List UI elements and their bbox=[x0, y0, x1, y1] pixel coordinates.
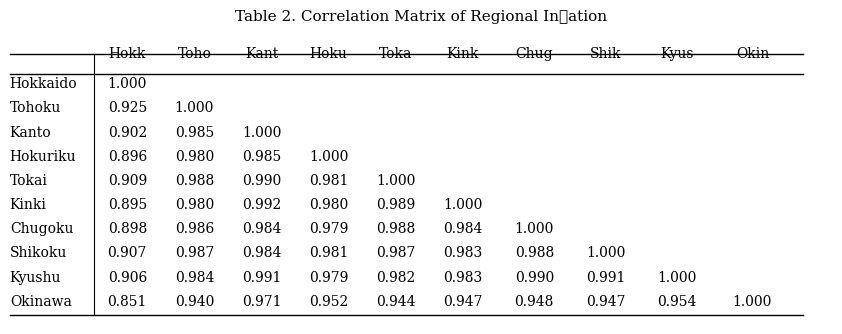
Text: 0.971: 0.971 bbox=[242, 295, 281, 309]
Text: 0.979: 0.979 bbox=[309, 222, 349, 236]
Text: 1.000: 1.000 bbox=[175, 102, 214, 115]
Text: 0.986: 0.986 bbox=[175, 222, 214, 236]
Text: Hokuriku: Hokuriku bbox=[10, 150, 77, 164]
Text: Okin: Okin bbox=[736, 47, 769, 61]
Text: 0.979: 0.979 bbox=[309, 271, 349, 285]
Text: 0.954: 0.954 bbox=[658, 295, 696, 309]
Text: Chugoku: Chugoku bbox=[10, 222, 73, 236]
Text: Tokai: Tokai bbox=[10, 174, 48, 188]
Text: 0.981: 0.981 bbox=[309, 246, 349, 261]
Text: 0.987: 0.987 bbox=[175, 246, 214, 261]
Text: 0.988: 0.988 bbox=[175, 174, 214, 188]
Text: 0.990: 0.990 bbox=[242, 174, 281, 188]
Text: 1.000: 1.000 bbox=[658, 271, 696, 285]
Text: Hoku: Hoku bbox=[310, 47, 348, 61]
Text: 1.000: 1.000 bbox=[514, 222, 554, 236]
Text: Shik: Shik bbox=[590, 47, 621, 61]
Text: 0.985: 0.985 bbox=[175, 126, 214, 140]
Text: 0.984: 0.984 bbox=[175, 271, 214, 285]
Text: Hokk: Hokk bbox=[109, 47, 146, 61]
Text: 0.980: 0.980 bbox=[175, 150, 214, 164]
Text: 0.984: 0.984 bbox=[242, 222, 281, 236]
Text: Chug: Chug bbox=[515, 47, 553, 61]
Text: 0.896: 0.896 bbox=[108, 150, 147, 164]
Text: 0.980: 0.980 bbox=[175, 198, 214, 212]
Text: 0.992: 0.992 bbox=[242, 198, 281, 212]
Text: 0.985: 0.985 bbox=[242, 150, 281, 164]
Text: Toho: Toho bbox=[178, 47, 211, 61]
Text: 0.898: 0.898 bbox=[108, 222, 147, 236]
Text: 1.000: 1.000 bbox=[309, 150, 349, 164]
Text: Table 2. Correlation Matrix of Regional Ination: Table 2. Correlation Matrix of Regional … bbox=[235, 10, 607, 24]
Text: 0.940: 0.940 bbox=[175, 295, 214, 309]
Text: Kink: Kink bbox=[447, 47, 479, 61]
Text: 0.851: 0.851 bbox=[108, 295, 147, 309]
Text: 0.980: 0.980 bbox=[309, 198, 349, 212]
Text: 0.902: 0.902 bbox=[108, 126, 147, 140]
Text: Okinawa: Okinawa bbox=[10, 295, 72, 309]
Text: 0.906: 0.906 bbox=[108, 271, 147, 285]
Text: Shikoku: Shikoku bbox=[10, 246, 67, 261]
Text: Kyus: Kyus bbox=[660, 47, 694, 61]
Text: 1.000: 1.000 bbox=[733, 295, 772, 309]
Text: 0.984: 0.984 bbox=[242, 246, 281, 261]
Text: 0.982: 0.982 bbox=[376, 271, 415, 285]
Text: 1.000: 1.000 bbox=[586, 246, 626, 261]
Text: 0.925: 0.925 bbox=[108, 102, 147, 115]
Text: 0.983: 0.983 bbox=[444, 246, 482, 261]
Text: Kyushu: Kyushu bbox=[10, 271, 61, 285]
Text: Kanto: Kanto bbox=[10, 126, 51, 140]
Text: 0.907: 0.907 bbox=[108, 246, 147, 261]
Text: 0.981: 0.981 bbox=[309, 174, 349, 188]
Text: 1.000: 1.000 bbox=[242, 126, 281, 140]
Text: 0.991: 0.991 bbox=[586, 271, 626, 285]
Text: 1.000: 1.000 bbox=[443, 198, 482, 212]
Text: 0.895: 0.895 bbox=[108, 198, 147, 212]
Text: 1.000: 1.000 bbox=[376, 174, 415, 188]
Text: 0.988: 0.988 bbox=[376, 222, 415, 236]
Text: Tohoku: Tohoku bbox=[10, 102, 61, 115]
Text: 0.948: 0.948 bbox=[514, 295, 554, 309]
Text: Toka: Toka bbox=[379, 47, 413, 61]
Text: Kant: Kant bbox=[245, 47, 278, 61]
Text: 0.990: 0.990 bbox=[514, 271, 554, 285]
Text: 0.991: 0.991 bbox=[242, 271, 281, 285]
Text: 0.947: 0.947 bbox=[586, 295, 626, 309]
Text: 0.983: 0.983 bbox=[444, 271, 482, 285]
Text: Kinki: Kinki bbox=[10, 198, 46, 212]
Text: 0.989: 0.989 bbox=[376, 198, 415, 212]
Text: 1.000: 1.000 bbox=[108, 77, 147, 91]
Text: 0.909: 0.909 bbox=[108, 174, 147, 188]
Text: 0.988: 0.988 bbox=[514, 246, 554, 261]
Text: 0.952: 0.952 bbox=[309, 295, 349, 309]
Text: 0.987: 0.987 bbox=[376, 246, 415, 261]
Text: Hokkaido: Hokkaido bbox=[10, 77, 77, 91]
Text: 0.944: 0.944 bbox=[376, 295, 416, 309]
Text: 0.984: 0.984 bbox=[443, 222, 482, 236]
Text: 0.947: 0.947 bbox=[443, 295, 482, 309]
